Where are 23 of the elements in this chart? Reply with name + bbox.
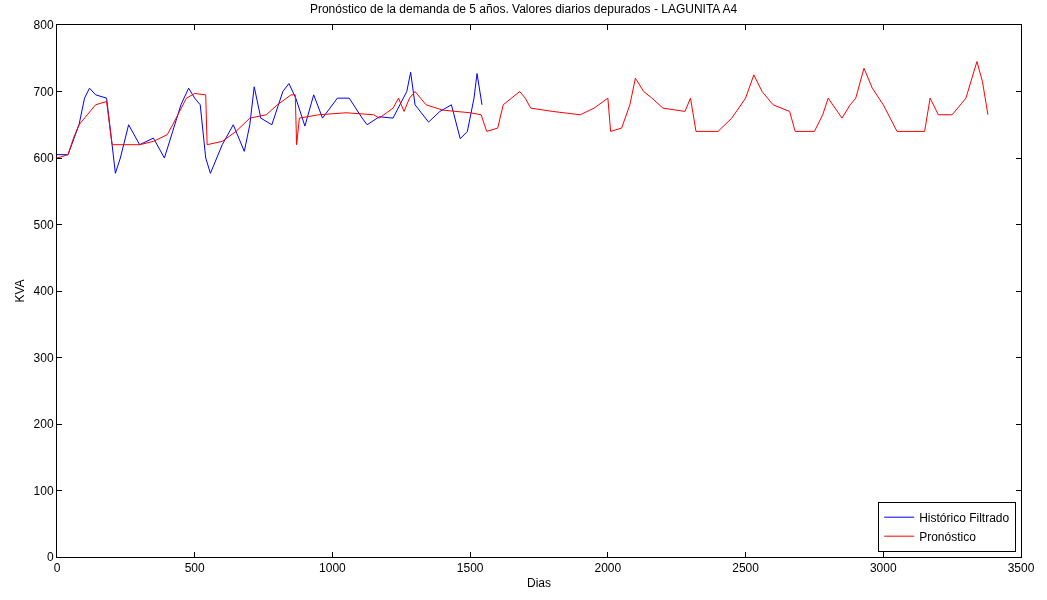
x-tick-label: 500 bbox=[184, 561, 206, 576]
legend-label: Pronóstico bbox=[919, 529, 977, 544]
line-series bbox=[57, 71, 483, 174]
x-tick-label: 3000 bbox=[869, 561, 897, 576]
x-tick-label: 1500 bbox=[456, 561, 484, 576]
x-tick-label: 2000 bbox=[594, 561, 622, 576]
y-tick-label: 0 bbox=[46, 550, 54, 565]
x-tick-label: 2500 bbox=[732, 561, 760, 576]
x-tick-label: 3500 bbox=[1007, 561, 1035, 576]
legend-label: Histórico Filtrado bbox=[919, 510, 1010, 525]
y-tick-label: 700 bbox=[33, 84, 54, 99]
x-tick-label: 1000 bbox=[319, 561, 347, 576]
y-tick-label: 500 bbox=[33, 217, 54, 232]
y-tick-label: 400 bbox=[33, 284, 54, 299]
x-axis-title: Dias bbox=[526, 576, 552, 591]
line-series bbox=[57, 61, 989, 159]
y-axis-title: KVA bbox=[12, 279, 27, 303]
y-tick-label: 800 bbox=[33, 18, 54, 33]
chart-title: Pronóstico de la demanda de 5 años. Valores diarios depurados - LAGUNITA A4 bbox=[309, 1, 738, 16]
y-tick-label: 100 bbox=[33, 483, 54, 498]
y-tick-label: 600 bbox=[33, 151, 54, 166]
y-tick-label: 200 bbox=[33, 417, 54, 432]
y-tick-label: 300 bbox=[33, 350, 54, 365]
